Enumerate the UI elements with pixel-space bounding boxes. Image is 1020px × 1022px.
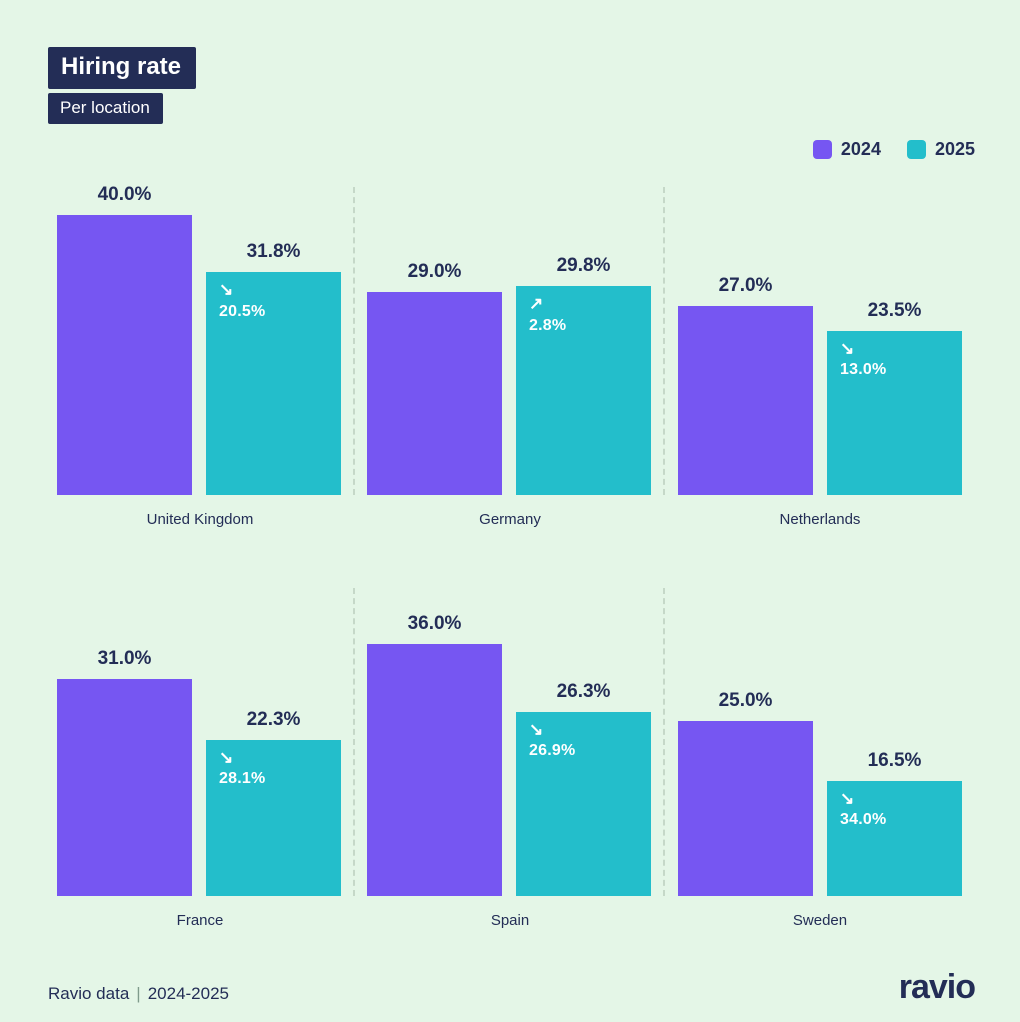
bar-value-2024: 25.0%: [718, 690, 773, 711]
decrease-arrow-icon: ↘: [529, 719, 544, 739]
decrease-arrow-icon: ↘: [219, 747, 234, 767]
bar-2025-netherlands: ↘ 13.0%: [827, 330, 962, 495]
decrease-arrow-icon: ↘: [840, 788, 855, 808]
legend-item-2025: 2025: [906, 139, 975, 160]
legend-item-2024: 2024: [812, 139, 881, 160]
bar-2025-united-kingdom: ↘ 20.5%: [206, 272, 341, 495]
change-value: 13.0%: [840, 361, 887, 379]
bar-2025-spain: ↘ 26.9%: [516, 711, 651, 896]
change-value: 26.9%: [529, 742, 576, 760]
change-annotation: ↘ 20.5%: [219, 280, 265, 321]
chart-group-sweden: 25.0% 16.5% ↘ 34.0% Sweden: [665, 588, 975, 929]
change-value: 34.0%: [840, 811, 887, 829]
change-value: 20.5%: [219, 302, 266, 320]
country-label-netherlands: Netherlands: [779, 511, 861, 528]
bar-value-2025: 29.8%: [556, 255, 611, 277]
header: Hiring rate Per location: [48, 47, 197, 124]
change-value: 28.1%: [219, 770, 266, 788]
legend-swatch-2024: [812, 140, 832, 159]
bar-wrap-2024: 40.0%: [57, 184, 192, 495]
bar-wrap-2025: 16.5% ↘ 34.0%: [827, 749, 962, 896]
legend: 2024 2025: [812, 139, 975, 160]
page-title: Hiring rate: [48, 47, 197, 89]
chart-group-united-kingdom: 40.0% 31.8% ↘ 20.5% United Kingdom: [45, 184, 355, 528]
source-text: Ravio data: [48, 984, 130, 1003]
bar-2024-spain: [367, 644, 502, 896]
page-subtitle: Per location: [48, 93, 163, 124]
change-annotation: ↘ 13.0%: [840, 339, 886, 380]
chart-area-netherlands: 27.0% 23.5% ↘ 13.0%: [665, 187, 975, 495]
footer: Ravio data | 2024-2025 ravio: [48, 968, 976, 1006]
bar-value-2025: 16.5%: [867, 749, 922, 771]
change-annotation: ↘ 28.1%: [219, 748, 265, 789]
data-source-line: Ravio data | 2024-2025: [48, 984, 229, 1004]
change-annotation: ↗ 2.8%: [529, 294, 566, 335]
chart-group-france: 31.0% 22.3% ↘ 28.1% France: [45, 588, 355, 929]
country-label-germany: Germany: [479, 511, 541, 528]
bar-wrap-2024: 27.0%: [678, 275, 813, 495]
bar-2024-united-kingdom: [57, 215, 192, 495]
bar-value-2024: 27.0%: [718, 275, 773, 296]
bar-value-2024: 36.0%: [407, 613, 462, 634]
bar-2025-germany: ↗ 2.8%: [516, 286, 651, 495]
bar-value-2025: 26.3%: [556, 680, 611, 702]
country-label-united-kingdom: United Kingdom: [146, 511, 254, 528]
country-label-sweden: Sweden: [792, 912, 848, 929]
bar-value-2024: 29.0%: [407, 261, 462, 282]
chart-area-sweden: 25.0% 16.5% ↘ 34.0%: [665, 588, 975, 896]
country-label-france: France: [176, 912, 224, 929]
change-annotation: ↘ 34.0%: [840, 789, 886, 830]
bar-wrap-2025: 29.8% ↗ 2.8%: [516, 255, 651, 495]
bar-2024-germany: [367, 292, 502, 495]
bar-2024-france: [57, 679, 192, 896]
charts-grid: 40.0% 31.8% ↘ 20.5% United Kingdom 29.0% 29.8%…: [45, 184, 975, 929]
bar-value-2025: 31.8%: [246, 241, 301, 263]
bar-2024-netherlands: [678, 306, 813, 495]
bar-wrap-2024: 29.0%: [367, 261, 502, 495]
legend-label: 2024: [840, 139, 881, 159]
chart-area-germany: 29.0% 29.8% ↗ 2.8%: [355, 187, 665, 495]
bar-wrap-2025: 22.3% ↘ 28.1%: [206, 709, 341, 896]
bar-value-2025: 22.3%: [246, 708, 301, 730]
bar-wrap-2024: 25.0%: [678, 690, 813, 896]
chart-area-spain: 36.0% 26.3% ↘ 26.9%: [355, 588, 665, 896]
bar-2025-sweden: ↘ 34.0%: [827, 780, 962, 896]
bar-wrap-2025: 31.8% ↘ 20.5%: [206, 241, 341, 495]
chart-area-united-kingdom: 40.0% 31.8% ↘ 20.5%: [45, 184, 355, 495]
bar-value-2024: 31.0%: [97, 648, 152, 669]
country-label-spain: Spain: [490, 912, 530, 929]
change-value: 2.8%: [529, 316, 567, 334]
chart-group-netherlands: 27.0% 23.5% ↘ 13.0% Netherlands: [665, 187, 975, 528]
chart-group-germany: 29.0% 29.8% ↗ 2.8% Germany: [355, 187, 665, 528]
bar-2024-sweden: [678, 721, 813, 896]
change-annotation: ↘ 26.9%: [529, 720, 575, 761]
increase-arrow-icon: ↗: [529, 294, 544, 314]
legend-label: 2025: [934, 139, 975, 159]
bar-2025-france: ↘ 28.1%: [206, 739, 341, 896]
bar-value-2024: 40.0%: [97, 184, 152, 205]
chart-row: 40.0% 31.8% ↘ 20.5% United Kingdom 29.0% 29.8%…: [45, 184, 975, 528]
bar-wrap-2024: 31.0%: [57, 648, 192, 896]
chart-group-spain: 36.0% 26.3% ↘ 26.9% Spain: [355, 588, 665, 929]
decrease-arrow-icon: ↘: [840, 338, 855, 358]
ravio-logo: ravio: [898, 968, 976, 1006]
bar-value-2025: 23.5%: [867, 299, 922, 321]
chart-row: 31.0% 22.3% ↘ 28.1% France 36.0% 26.3% ↘ 26.9% Sp…: [45, 588, 975, 929]
decrease-arrow-icon: ↘: [219, 280, 234, 300]
period-text: 2024-2025: [147, 984, 230, 1003]
legend-swatch-2025: [906, 140, 926, 159]
bar-wrap-2025: 26.3% ↘ 26.9%: [516, 681, 651, 896]
bar-wrap-2025: 23.5% ↘ 13.0%: [827, 299, 962, 495]
bar-wrap-2024: 36.0%: [367, 613, 502, 896]
chart-area-france: 31.0% 22.3% ↘ 28.1%: [45, 588, 355, 896]
source-separator: |: [136, 984, 141, 1003]
